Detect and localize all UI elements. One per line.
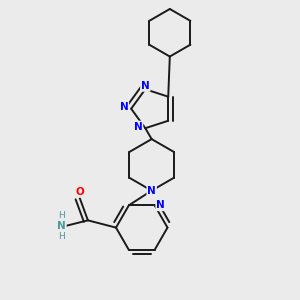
Text: H: H bbox=[58, 211, 65, 220]
Text: N: N bbox=[156, 200, 165, 210]
Text: N: N bbox=[57, 221, 66, 231]
Text: N: N bbox=[141, 81, 150, 91]
Text: N: N bbox=[134, 122, 142, 131]
Text: N: N bbox=[119, 102, 128, 112]
Text: N: N bbox=[147, 186, 156, 196]
Text: H: H bbox=[58, 232, 65, 242]
Text: O: O bbox=[75, 187, 84, 197]
